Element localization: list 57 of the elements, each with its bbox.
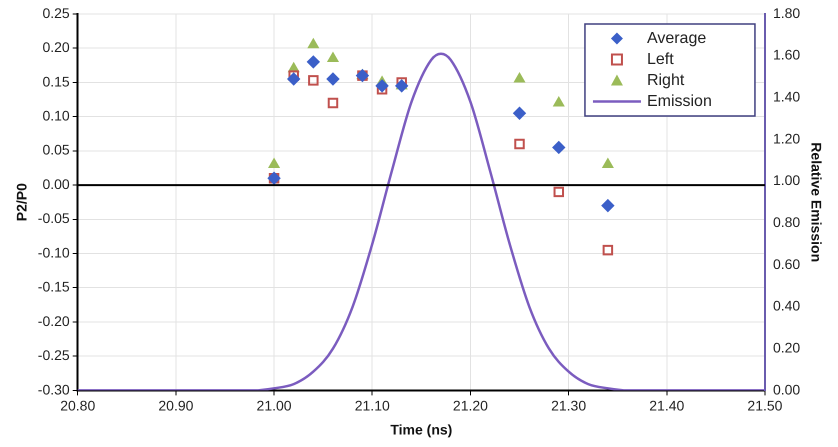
point	[395, 79, 408, 92]
y-tick-label: 0.05	[42, 142, 70, 158]
y-tick-label: 0.10	[42, 108, 70, 124]
y2-tick-label: 0.00	[772, 381, 800, 398]
point	[554, 186, 564, 198]
y2-axis-title: Relative Emission	[808, 142, 825, 262]
point	[602, 244, 614, 256]
legend-label: Average	[646, 30, 706, 47]
legend-label: Left	[646, 50, 674, 68]
point	[288, 70, 299, 81]
point	[308, 38, 320, 48]
y-tick-label: 0.00	[42, 176, 70, 192]
x-tick-label: 20.90	[158, 398, 194, 414]
point	[306, 55, 320, 68]
y2-tick-label: 0.40	[772, 298, 800, 314]
point	[308, 75, 319, 86]
x-tick-label: 21.20	[452, 398, 488, 414]
y2-tick-label: 1.40	[772, 88, 800, 105]
point	[268, 158, 280, 168]
x-tick-label: 21.10	[354, 398, 390, 414]
point	[327, 52, 339, 62]
point	[552, 140, 566, 154]
x-tick-label: 21.30	[551, 398, 586, 414]
y-axis-title: P2/P0	[13, 182, 30, 222]
y-tick-label: -0.10	[38, 244, 70, 260]
y2-tick-label: 1.60	[772, 46, 800, 63]
point	[514, 138, 525, 150]
x-tick-label: 20.80	[60, 398, 96, 414]
y-tick-label: -0.05	[38, 210, 70, 226]
x-tick-label: 21.40	[649, 398, 684, 414]
point	[513, 106, 526, 120]
y-tick-label: 0.25	[42, 4, 70, 21]
y-tick-label: -0.15	[38, 278, 70, 295]
point	[514, 72, 526, 83]
y-tick-label: -0.20	[38, 312, 70, 329]
point	[376, 79, 389, 92]
point	[602, 158, 614, 168]
legend-label: Emission	[646, 92, 712, 110]
y-tick-label: -0.25	[38, 347, 70, 364]
point	[553, 96, 564, 106]
y2-tick-label: 1.00	[772, 172, 800, 188]
x-tick-label: 21.50	[747, 398, 783, 414]
x-axis-title: Time (ns)	[390, 421, 452, 438]
point	[328, 98, 338, 108]
y2-tick-label: 1.20	[772, 130, 800, 146]
point	[326, 72, 340, 86]
y2-tick-label: 0.60	[772, 256, 800, 272]
point	[287, 72, 300, 86]
y2-tick-label: 0.80	[772, 214, 800, 230]
point	[601, 199, 614, 212]
y2-tick-label: 1.80	[772, 4, 800, 21]
y-tick-label: 0.15	[42, 73, 70, 90]
y2-tick-label: 0.20	[772, 339, 800, 356]
legend-label: Right	[646, 72, 685, 89]
y-tick-label: -0.30	[38, 381, 70, 398]
y-tick-label: 0.20	[42, 39, 70, 56]
x-tick-label: 21.00	[256, 398, 292, 414]
